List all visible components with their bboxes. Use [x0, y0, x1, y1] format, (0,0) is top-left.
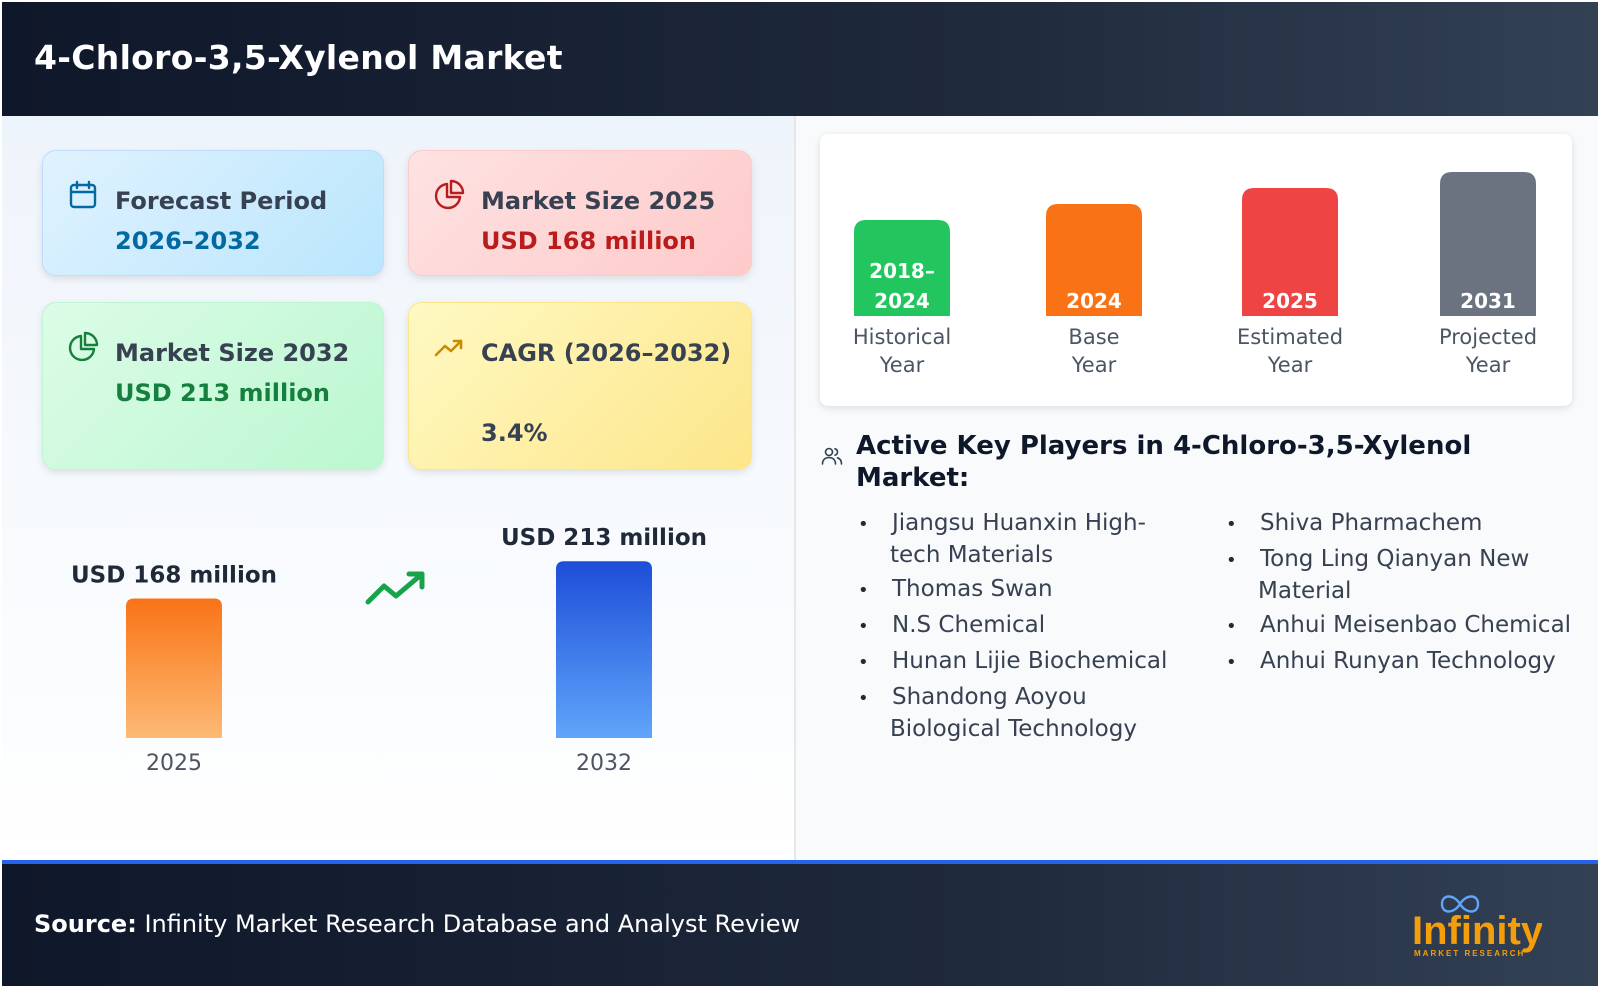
cagr-label: CAGR (2026–2032) — [481, 339, 732, 367]
key-player-item: Hunan Lijie Biochemical — [856, 646, 1196, 678]
key-player-item: N.S Chemical — [856, 610, 1196, 642]
market-size-2025-label: Market Size 2025 — [481, 187, 716, 215]
key-players-list-left: Jiangsu Huanxin High-tech Materials Thoma… — [856, 508, 1196, 748]
timeline-caption: Year — [1267, 353, 1313, 377]
market-size-2025-card: Market Size 2025 USD 168 million — [408, 150, 752, 276]
forecast-period-value: 2026–2032 — [115, 227, 261, 255]
pie-chart-icon — [68, 331, 99, 362]
key-player-item: Anhui Runyan Technology — [1224, 646, 1584, 678]
bar-category-label: 2025 — [146, 751, 202, 776]
bar-category-label: 2032 — [576, 751, 632, 776]
logo-subtext: MARKET RESEARCH — [1414, 949, 1525, 958]
calendar-icon — [69, 180, 97, 209]
timeline-caption: Historical — [853, 325, 951, 349]
timeline-bar — [1242, 188, 1338, 316]
timeline-year-label: 2024 — [874, 289, 930, 313]
timeline-year-label: 2024 — [1066, 289, 1122, 313]
header: 4-Chloro-3,5-Xylenol Market — [2, 2, 1598, 116]
left-panel: Forecast Period 2026–2032 Market Size 20… — [2, 116, 794, 860]
panel-divider — [794, 116, 796, 860]
timeline-bar — [854, 220, 950, 316]
right-panel: 2018– 2024 Historical Year 2024 Base Year 2025 E… — [796, 116, 1598, 860]
timeline-caption: Estimated — [1237, 325, 1343, 349]
pie-chart-icon — [434, 179, 465, 210]
footer-accent-line — [2, 860, 1598, 864]
key-players-title: Active Key Players in 4-Chloro-3,5-Xylen… — [856, 431, 1472, 493]
users-icon — [821, 447, 843, 465]
key-players-list-right: Shiva Pharmachem Tong Ling Qianyan New Ma… — [1224, 508, 1584, 682]
timeline-caption: Year — [879, 353, 925, 377]
bar-value-label: USD 168 million — [71, 563, 277, 589]
timeline-caption: Base — [1068, 325, 1119, 349]
timeline-caption: Year — [1071, 353, 1117, 377]
trend-up-icon — [365, 571, 425, 605]
market-size-bar-chart: USD 168 million 2025 USD 213 million 2032 — [71, 525, 707, 776]
timeline-bar — [1046, 204, 1142, 316]
source-label: Source: — [34, 910, 137, 938]
bar-value-label: USD 213 million — [501, 525, 707, 551]
source-value: Infinity Market Research Database and An… — [144, 910, 801, 938]
key-player-item: Anhui Meisenbao Chemical — [1224, 610, 1584, 642]
timeline-caption: Year — [1465, 353, 1511, 377]
timeline-year-label: 2025 — [1262, 289, 1318, 313]
trend-up-icon — [434, 339, 463, 357]
timeline-chart: 2018– 2024 Historical Year 2024 Base Year 2025 E… — [820, 134, 1572, 406]
page-title: 4-Chloro-3,5-Xylenol Market — [34, 38, 563, 77]
forecast-period-label: Forecast Period — [115, 187, 328, 215]
bar-2032 — [556, 561, 652, 738]
key-player-item: Thomas Swan — [856, 574, 1196, 606]
timeline-caption: Projected — [1439, 325, 1537, 349]
infinity-logo: Infinity MARKET RESEARCH — [1412, 895, 1542, 958]
footer: Source: Infinity Market Research Databas… — [2, 860, 1598, 986]
infinity-symbol-icon — [1440, 895, 1480, 913]
logo-text: Infinity — [1412, 909, 1542, 953]
bar-2025 — [126, 598, 222, 738]
timeline-bar — [1440, 172, 1536, 316]
key-player-item: Tong Ling Qianyan New Material — [1224, 544, 1584, 606]
timeline-year-label: 2018– — [869, 259, 935, 283]
cagr-card: CAGR (2026–2032) 3.4% — [408, 302, 752, 470]
market-size-2032-card: Market Size 2032 USD 213 million — [42, 302, 384, 470]
cagr-value: 3.4% — [481, 419, 548, 447]
market-size-2032-label: Market Size 2032 — [115, 339, 350, 367]
market-size-2025-value: USD 168 million — [481, 227, 696, 255]
market-size-2032-value: USD 213 million — [115, 379, 330, 407]
key-player-item: Jiangsu Huanxin High-tech Materials — [856, 508, 1196, 570]
source-text: Source: Infinity Market Research Databas… — [34, 910, 800, 938]
forecast-period-card: Forecast Period 2026–2032 — [42, 150, 384, 276]
timeline-year-label: 2031 — [1460, 289, 1516, 313]
key-player-item: Shiva Pharmachem — [1224, 508, 1584, 540]
key-player-item: Shandong Aoyou Biological Technology — [856, 682, 1196, 744]
